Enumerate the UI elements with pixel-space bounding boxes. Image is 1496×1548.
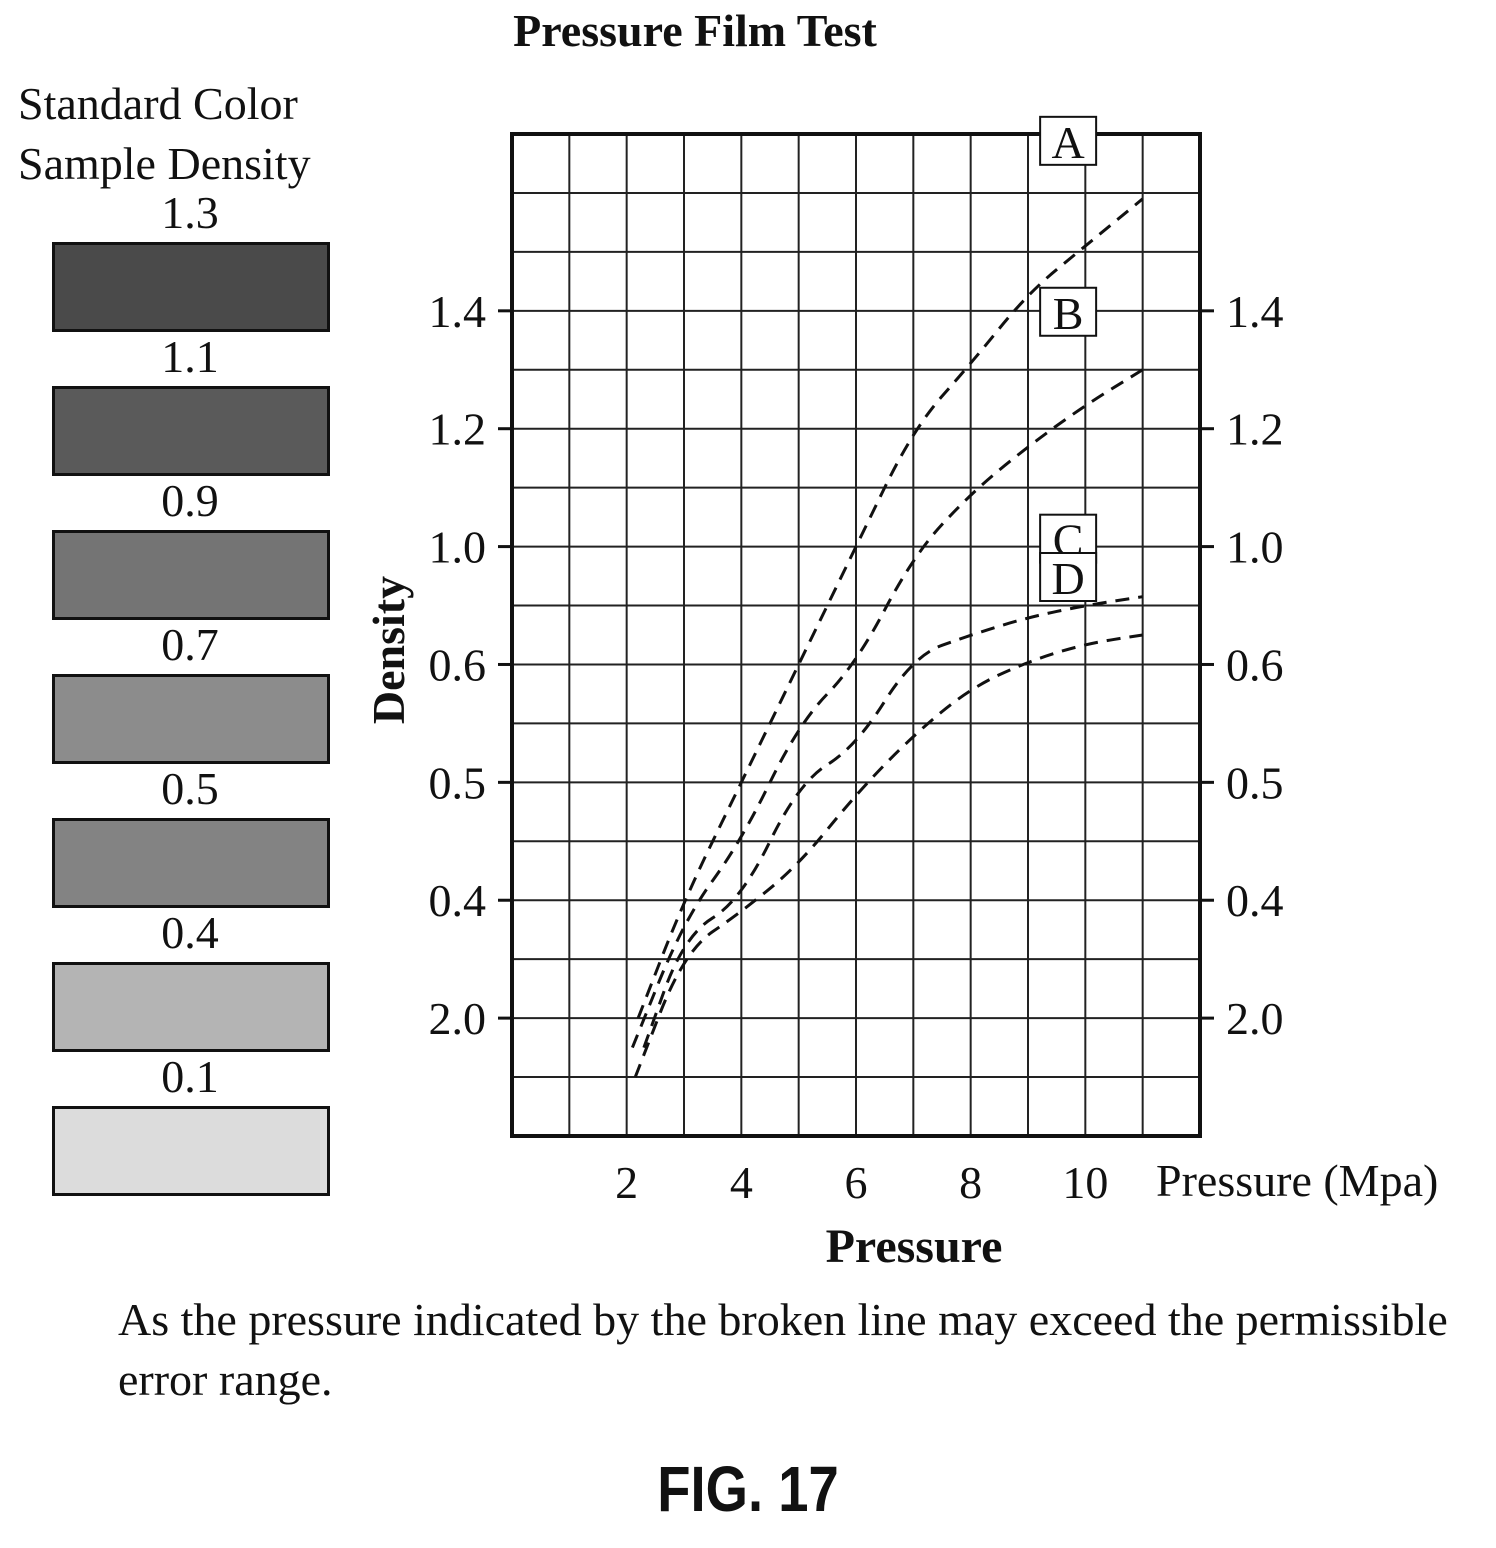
series-label-box [1039, 115, 1098, 166]
swatch-label: 0.1 [161, 1051, 219, 1102]
y-tick-label-right: 1.4 [1226, 286, 1284, 337]
figure-caption: As the pressure indicated by the broken … [118, 1294, 1448, 1405]
series-label: D [1052, 553, 1085, 604]
y-tick-label-left: 1.0 [429, 522, 487, 573]
legend-heading: Standard Color Sample Density [18, 74, 311, 194]
x-axis-label: Pressure [826, 1220, 1003, 1273]
legend-heading-line1: Standard Color [18, 78, 298, 129]
series-line-c [642, 595, 1143, 1049]
series-label-box [1039, 552, 1098, 602]
figure-label: FIG. 17 [657, 1453, 839, 1525]
swatch-label: 0.5 [161, 763, 219, 814]
swatch-label: 0.4 [161, 907, 219, 958]
swatch-label: 0.9 [161, 475, 219, 526]
y-tick-label-right: 2.0 [1226, 993, 1284, 1044]
plot-frame [510, 132, 1202, 1138]
y-tick-label-right: 0.6 [1226, 639, 1284, 690]
swatch-label: 0.7 [161, 619, 219, 670]
series-label-box [1039, 286, 1098, 337]
series-line-b [631, 368, 1144, 1049]
series-label: B [1053, 288, 1084, 339]
color-swatch [52, 1106, 330, 1196]
series-line-a [636, 197, 1144, 1019]
color-swatch [52, 962, 330, 1052]
y-tick-label-right: 0.5 [1226, 757, 1284, 808]
color-swatch [52, 530, 330, 620]
color-swatch [52, 242, 330, 332]
y-tick-label-left: 1.4 [429, 286, 487, 337]
x-tick-label: 8 [959, 1157, 982, 1208]
y-tick-label-left: 0.4 [429, 875, 487, 926]
swatch-label: 1.3 [161, 187, 219, 238]
x-tick-label: 6 [845, 1157, 868, 1208]
swatch-label: 1.1 [161, 331, 219, 382]
chart-title: Pressure Film Test [513, 5, 877, 56]
color-swatch [52, 818, 330, 908]
y-tick-label-right: 1.0 [1226, 522, 1284, 573]
legend-heading-line2: Sample Density [18, 138, 311, 189]
x-unit-label: Pressure (Mpa) [1156, 1155, 1438, 1206]
x-tick-label: 2 [615, 1157, 638, 1208]
y-tick-label-left: 0.5 [429, 757, 487, 808]
color-swatch [52, 386, 330, 476]
series-label: A [1052, 117, 1085, 168]
y-tick-label-left: 1.2 [429, 404, 487, 455]
x-tick-label: 4 [730, 1157, 753, 1208]
y-axis-label: Density [363, 576, 414, 724]
y-tick-label-right: 0.4 [1226, 875, 1284, 926]
x-tick-label: 10 [1062, 1157, 1108, 1208]
y-tick-label-left: 2.0 [429, 993, 487, 1044]
y-tick-label-right: 1.2 [1226, 404, 1284, 455]
color-swatch [52, 674, 330, 764]
y-tick-label-left: 0.6 [429, 639, 487, 690]
series-line-d [633, 633, 1143, 1078]
